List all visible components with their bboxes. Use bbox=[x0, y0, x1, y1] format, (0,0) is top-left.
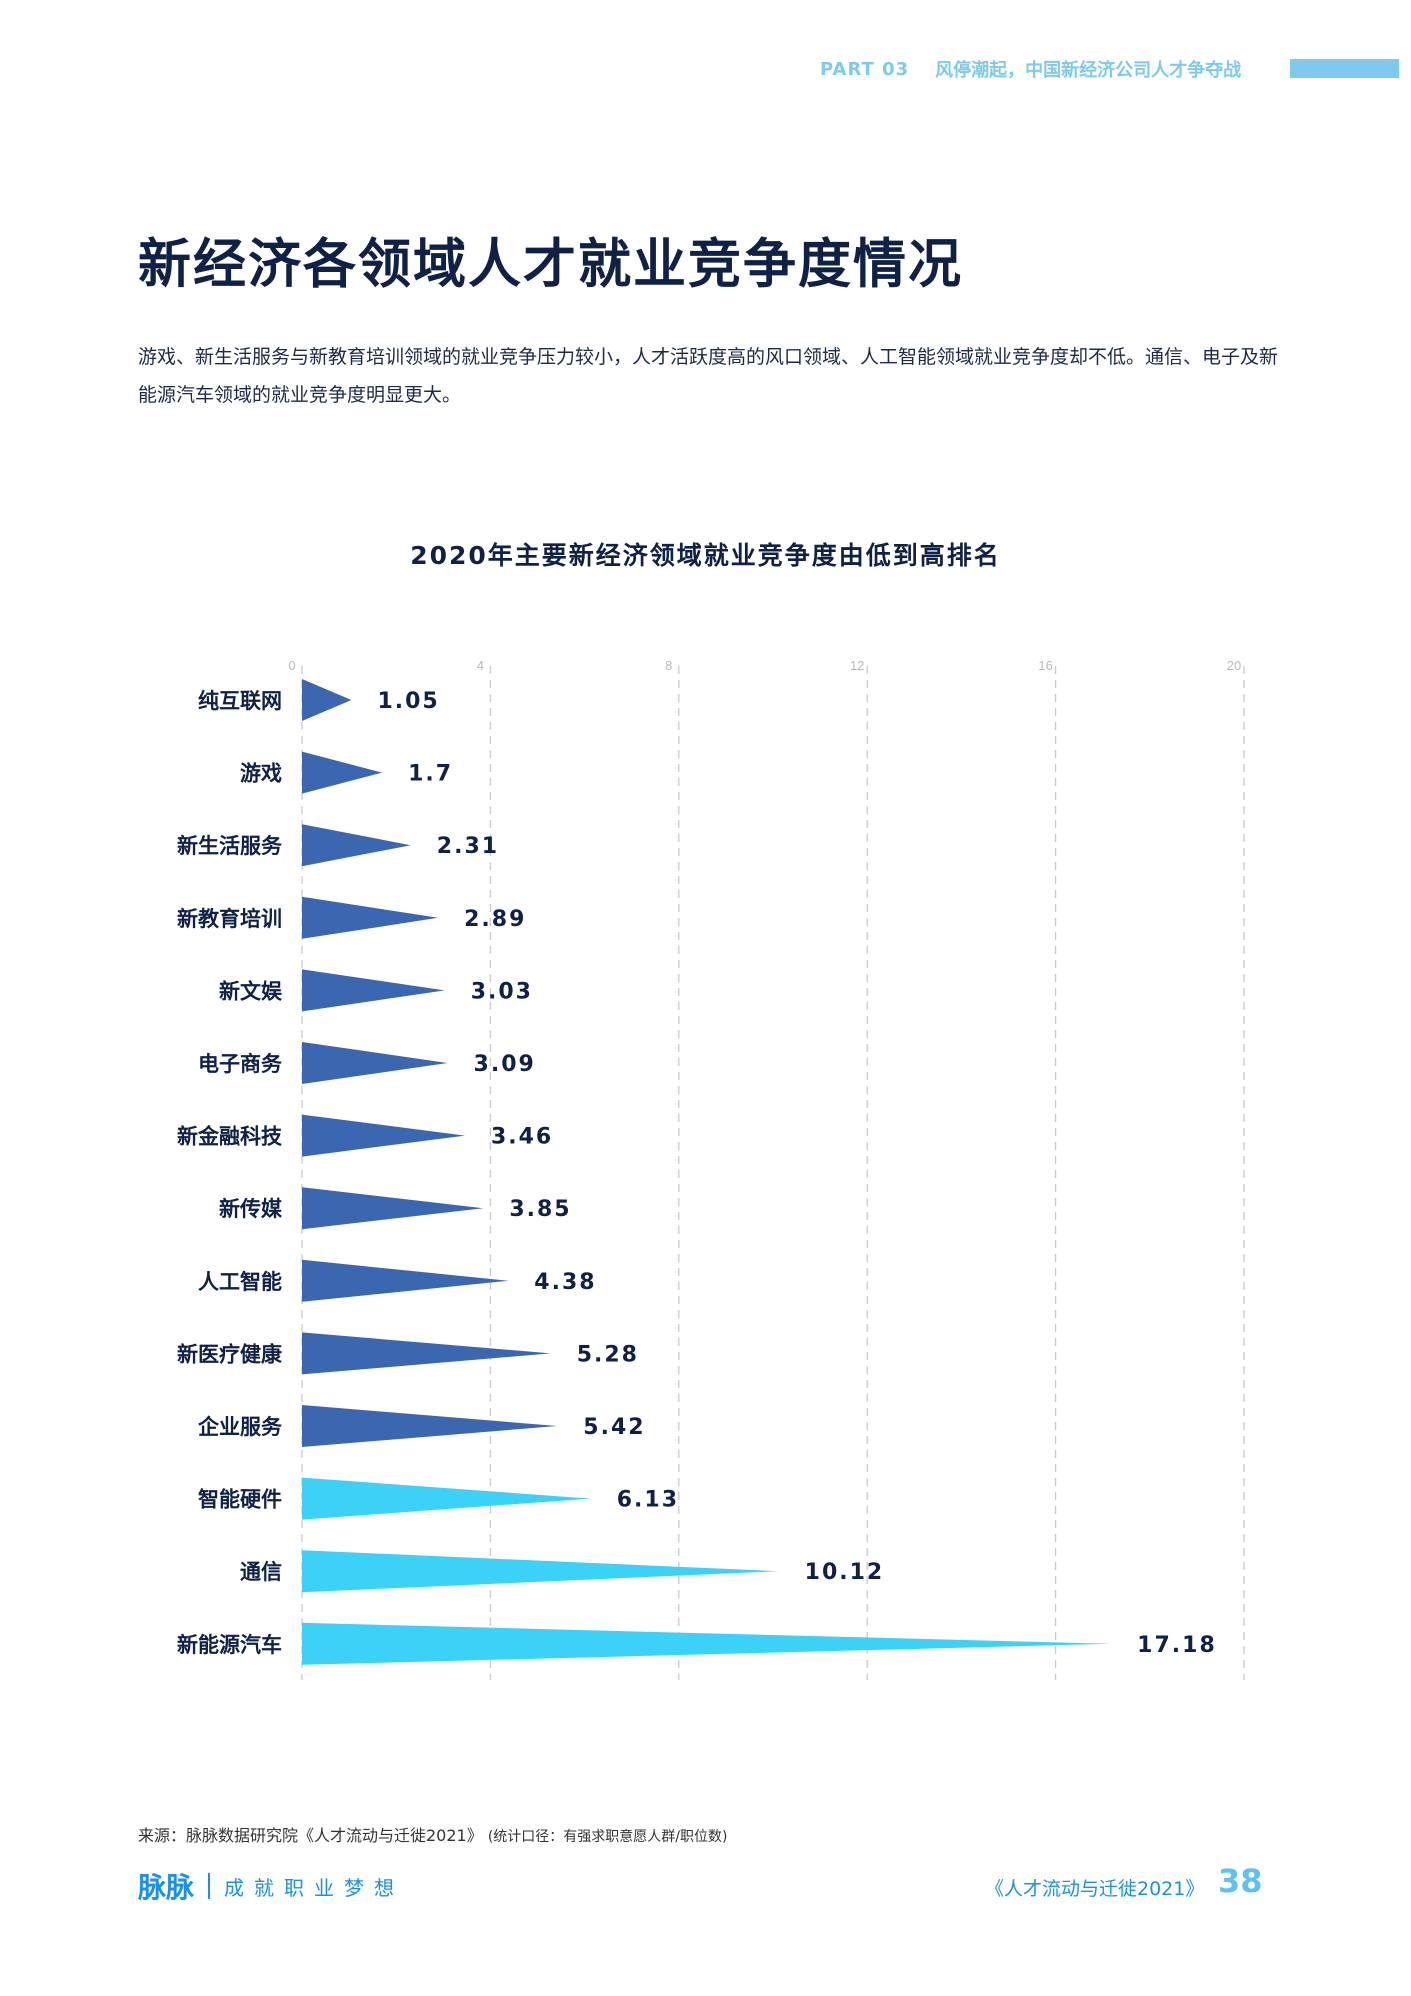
x-tick-label: 16 bbox=[1038, 658, 1052, 673]
value-label: 4.38 bbox=[534, 1270, 596, 1295]
value-label: 3.03 bbox=[471, 979, 533, 1004]
category-label: 智能硬件 bbox=[198, 1488, 282, 1512]
value-label: 5.28 bbox=[577, 1342, 639, 1367]
header: PART 03 风停潮起，中国新经济公司人才争夺战 bbox=[820, 56, 1241, 82]
bar-mark bbox=[302, 1114, 465, 1157]
bar-mark bbox=[302, 679, 352, 721]
bar-mark bbox=[302, 1259, 509, 1302]
source-line: 来源：脉脉数据研究院《人才流动与迁徙2021》 (统计口径：有强求职意愿人群/职… bbox=[138, 1822, 727, 1846]
value-label: 3.85 bbox=[509, 1197, 571, 1222]
part-label: PART 03 bbox=[820, 58, 910, 80]
value-label: 1.05 bbox=[377, 689, 439, 714]
category-label: 人工智能 bbox=[198, 1270, 282, 1294]
x-tick-label: 4 bbox=[477, 658, 484, 673]
brand-slogan: 成就职业梦想 bbox=[224, 1875, 405, 1900]
source-text: 来源：脉脉数据研究院《人才流动与迁徙2021》 bbox=[138, 1826, 483, 1845]
bar-mark bbox=[302, 824, 411, 867]
section-title: 风停潮起，中国新经济公司人才争夺战 bbox=[935, 60, 1242, 81]
bar-mark bbox=[302, 1405, 558, 1447]
category-label: 新文娱 bbox=[219, 979, 283, 1003]
x-tick-label: 0 bbox=[288, 658, 295, 673]
page-title: 新经济各领域人才就业竞争度情况 bbox=[138, 234, 963, 295]
category-label: 游戏 bbox=[240, 762, 282, 786]
value-label: 2.89 bbox=[464, 907, 526, 932]
x-tick-label: 8 bbox=[665, 658, 672, 673]
category-label: 电子商务 bbox=[198, 1052, 283, 1076]
category-label: 新能源汽车 bbox=[177, 1633, 282, 1657]
value-label: 1.7 bbox=[408, 762, 453, 787]
category-label: 企业服务 bbox=[197, 1415, 283, 1439]
category-label: 通信 bbox=[240, 1560, 282, 1584]
bar-mark bbox=[302, 896, 439, 939]
value-label: 3.46 bbox=[491, 1125, 553, 1150]
bar-mark bbox=[302, 751, 383, 794]
x-tick-label: 12 bbox=[850, 658, 864, 673]
book-title: 《人才流动与迁徙2021》 bbox=[985, 1878, 1205, 1900]
brand-logo: 脉脉 bbox=[138, 1871, 195, 1904]
intro-paragraph: 游戏、新生活服务与新教育培训领域的就业竞争压力较小，人才活跃度高的风口领域、人工… bbox=[138, 346, 1279, 406]
footer-divider bbox=[208, 1873, 211, 1899]
category-label: 新传媒 bbox=[219, 1197, 283, 1221]
value-label: 5.42 bbox=[583, 1415, 645, 1440]
bar-mark bbox=[302, 1332, 551, 1375]
category-label: 纯互联网 bbox=[198, 689, 282, 713]
header-accent-bar bbox=[1290, 59, 1399, 78]
bar-mark bbox=[302, 1550, 779, 1593]
footer-brand: 脉脉 成就职业梦想 bbox=[138, 1866, 404, 1906]
bar-mark bbox=[302, 969, 445, 1012]
value-label: 10.12 bbox=[805, 1560, 885, 1585]
value-label: 2.31 bbox=[437, 834, 499, 859]
category-label: 新生活服务 bbox=[177, 834, 283, 858]
bar-mark bbox=[302, 1042, 448, 1084]
category-label: 新医疗健康 bbox=[177, 1342, 283, 1366]
page-number: 38 bbox=[1218, 1862, 1263, 1900]
bar-chart: 0 4 8 12 16 20 纯互联网 1.05 游戏 1.7 新生活服务 2.31 新教育培训 2.89… bbox=[177, 658, 1245, 1680]
x-tick-label: 20 bbox=[1227, 658, 1241, 673]
value-label: 3.09 bbox=[474, 1052, 536, 1077]
chart-title: 2020年主要新经济领域就业竞争度由低到高排名 bbox=[410, 541, 1001, 570]
source-note: (统计口径：有强求职意愿人群/职位数) bbox=[487, 1829, 728, 1845]
category-label: 新教育培训 bbox=[177, 907, 282, 931]
category-label: 新金融科技 bbox=[177, 1125, 283, 1149]
bar-mark bbox=[302, 1477, 591, 1520]
value-label: 17.18 bbox=[1137, 1633, 1217, 1658]
bar-mark bbox=[302, 1622, 1112, 1665]
value-label: 6.13 bbox=[617, 1488, 679, 1513]
bar-mark bbox=[302, 1187, 484, 1230]
